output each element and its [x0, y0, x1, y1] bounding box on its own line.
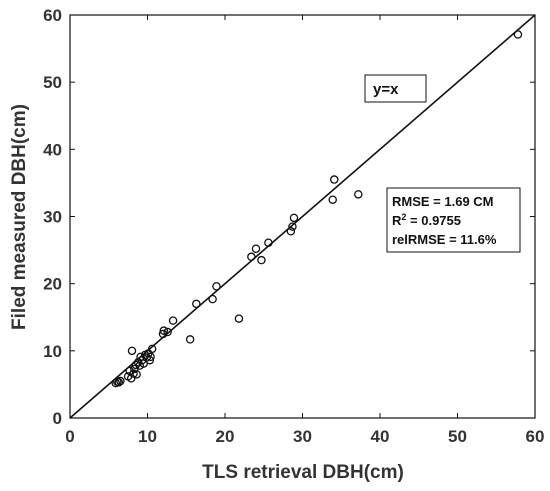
stats-box [386, 187, 521, 253]
data-point [158, 329, 168, 339]
data-point [146, 352, 155, 362]
y-tick-label: 0 [53, 409, 62, 428]
r2-superscript: 2 [401, 212, 406, 222]
data-point [126, 374, 136, 383]
data-point [234, 314, 244, 323]
y-tick-label: 30 [43, 208, 62, 227]
data-point [328, 195, 337, 204]
x-axis-label: TLS retrieval DBH(cm) [202, 462, 404, 483]
data-point [114, 378, 124, 387]
relrmse-text: relRMSE = 11.6% [392, 232, 497, 247]
data-point [251, 244, 261, 253]
data-point [129, 369, 138, 378]
data-point [354, 190, 363, 199]
y-tick-label: 10 [43, 342, 62, 361]
data-point [513, 30, 523, 39]
x-axis-ticks: 0 10 20 30 40 50 60 [65, 15, 544, 446]
data-point [264, 238, 273, 247]
data-point [289, 213, 299, 223]
r2-prefix: R [392, 213, 402, 228]
data-point [185, 335, 195, 344]
data-point [257, 255, 266, 265]
data-point [132, 370, 141, 379]
y-axis-label: Filed measured DBH(cm) [9, 104, 30, 330]
rmse-text: RMSE = 1.69 CM [392, 194, 494, 209]
x-tick-label: 50 [448, 427, 467, 446]
x-tick-label: 0 [65, 427, 74, 446]
data-point [131, 360, 141, 370]
data-point [163, 327, 172, 337]
data-point [208, 294, 217, 304]
data-points [111, 30, 523, 388]
x-tick-label: 60 [526, 427, 545, 446]
data-point [192, 299, 201, 309]
r2-text: R2 = 0.9755 [392, 212, 461, 228]
x-tick-label: 30 [293, 427, 312, 446]
data-point [168, 316, 178, 325]
data-point [212, 282, 221, 291]
x-tick-label: 10 [138, 427, 157, 446]
x-tick-label: 20 [216, 427, 235, 446]
data-point [111, 378, 120, 388]
y-tick-label: 20 [43, 275, 62, 294]
data-point [116, 376, 125, 386]
identity-label: y=x [373, 81, 399, 98]
data-point [288, 222, 297, 231]
data-point [247, 252, 256, 262]
identity-label-box [364, 74, 427, 103]
y-tick-label: 50 [43, 73, 62, 92]
data-point [330, 175, 339, 184]
data-point [127, 346, 137, 356]
x-tick-label: 40 [371, 427, 390, 446]
data-point [286, 227, 296, 236]
y-tick-label: 40 [43, 140, 62, 159]
data-point [159, 326, 169, 335]
data-point [145, 355, 155, 365]
r2-value: = 0.9755 [406, 213, 461, 228]
y-axis-ticks: 0 10 20 30 40 50 60 [43, 6, 535, 428]
identity-line [69, 14, 536, 419]
y-tick-label: 60 [43, 6, 62, 25]
data-point [147, 344, 157, 354]
